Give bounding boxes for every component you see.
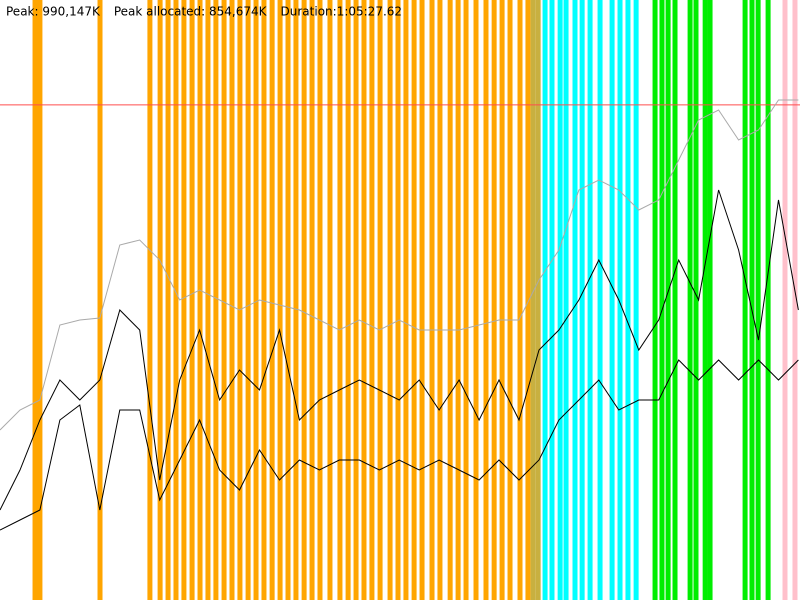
event-band (587, 0, 593, 600)
event-band (792, 0, 798, 600)
event-band (197, 0, 203, 600)
event-band (327, 0, 333, 600)
event-band (237, 0, 243, 600)
event-band (633, 0, 639, 600)
event-band (411, 0, 417, 600)
event-band (229, 0, 235, 600)
event-band (293, 0, 299, 600)
event-band (572, 0, 578, 600)
event-band (269, 0, 275, 600)
event-band (617, 0, 623, 600)
event-band (165, 0, 171, 600)
memory-line (0, 359, 799, 531)
event-band (693, 0, 699, 600)
event-band (535, 0, 541, 600)
event-band (563, 0, 569, 600)
event-band (261, 0, 267, 600)
memory-line (0, 99, 799, 431)
event-band (749, 0, 755, 600)
event-band (317, 0, 323, 600)
event-band (473, 0, 479, 600)
event-band (652, 0, 658, 600)
event-band (277, 0, 283, 600)
event-band (377, 0, 383, 600)
event-band (309, 0, 315, 600)
event-band (403, 0, 409, 600)
event-band (437, 0, 443, 600)
event-band (672, 0, 678, 600)
event-band (345, 0, 351, 600)
header-stat: Peak allocated: 854,674K (114, 5, 268, 19)
event-band (447, 0, 453, 600)
event-band (32, 0, 38, 600)
event-band (213, 0, 219, 600)
event-band (549, 0, 555, 600)
event-band (609, 0, 615, 600)
event-band (395, 0, 401, 600)
event-band (181, 0, 187, 600)
event-band (245, 0, 251, 600)
event-band (499, 0, 505, 600)
event-band (702, 0, 708, 600)
event-band (387, 0, 393, 600)
event-band (369, 0, 375, 600)
event-band (557, 0, 563, 600)
event-band (361, 0, 367, 600)
event-band (530, 0, 536, 600)
header-stat: Duration:1:05:27.62 (281, 5, 403, 19)
header-stat: Peak: 990,147K (6, 5, 101, 19)
event-band (37, 0, 43, 600)
event-band (625, 0, 631, 600)
event-band (782, 0, 788, 600)
event-band (353, 0, 359, 600)
event-band (483, 0, 489, 600)
event-band (707, 0, 713, 600)
event-band (542, 0, 548, 600)
event-band (173, 0, 179, 600)
event-band (463, 0, 469, 600)
event-band (455, 0, 461, 600)
memory-line (0, 189, 799, 511)
event-band (285, 0, 291, 600)
event-band (419, 0, 425, 600)
event-band (755, 0, 761, 600)
event-band (157, 0, 163, 600)
event-band (597, 0, 603, 600)
event-band (221, 0, 227, 600)
event-band (665, 0, 671, 600)
event-band (742, 0, 748, 600)
event-band (97, 0, 103, 600)
event-band (491, 0, 497, 600)
event-band (765, 0, 771, 600)
event-band (147, 0, 153, 600)
event-band (301, 0, 307, 600)
event-band (507, 0, 513, 600)
event-band (687, 0, 693, 600)
event-band (205, 0, 211, 600)
event-band (429, 0, 435, 600)
event-band (517, 0, 523, 600)
event-band (189, 0, 195, 600)
event-band (579, 0, 585, 600)
event-band (253, 0, 259, 600)
event-band (337, 0, 343, 600)
event-band (525, 0, 531, 600)
event-band (659, 0, 665, 600)
